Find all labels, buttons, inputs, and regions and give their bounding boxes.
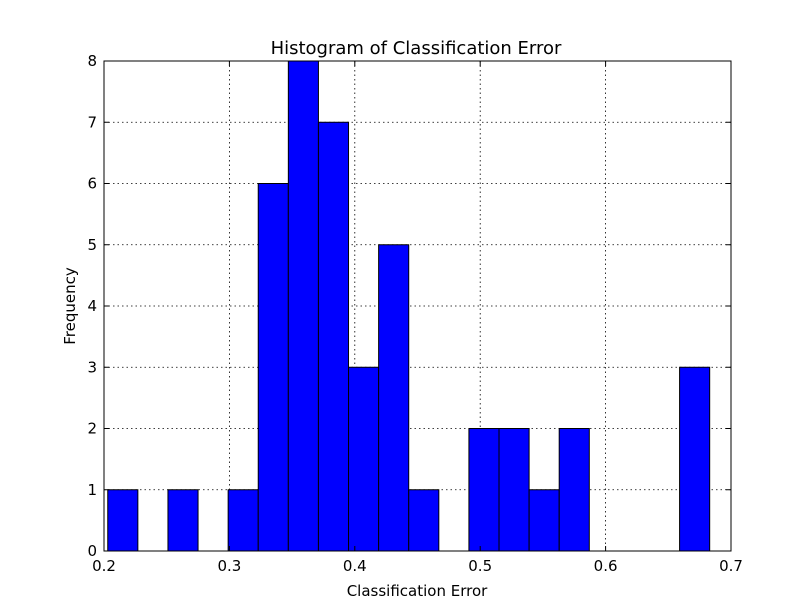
x-tick-label: 0.4 xyxy=(343,557,367,575)
bars-group xyxy=(107,60,711,552)
x-tick-label: 0.5 xyxy=(468,557,492,575)
y-tick-label: 6 xyxy=(87,175,97,193)
histogram-bar xyxy=(679,366,711,552)
y-tick-label: 4 xyxy=(87,297,97,315)
x-tick-labels: 0.2 0.3 0.4 0.5 0.6 0.7 xyxy=(92,557,743,575)
histogram-bar xyxy=(558,428,590,552)
x-tick-label: 0.3 xyxy=(217,557,241,575)
histogram-bar xyxy=(408,489,440,552)
y-tick-label: 1 xyxy=(87,481,97,499)
histogram-bar xyxy=(227,489,259,552)
histogram-bar xyxy=(287,60,319,552)
y-tick-labels: 0 1 2 3 4 5 6 7 8 xyxy=(87,52,97,560)
y-tick-label: 8 xyxy=(87,52,97,70)
histogram-bar xyxy=(107,489,139,552)
histogram-bar xyxy=(528,489,560,552)
chart-title: Histogram of Classification Error xyxy=(271,38,562,59)
y-tick-label: 2 xyxy=(87,420,97,438)
grid-lines xyxy=(104,61,731,551)
histogram-bar xyxy=(348,366,380,552)
ticks-group xyxy=(103,60,732,552)
histogram-bar xyxy=(378,244,410,552)
histogram-bar xyxy=(468,428,500,552)
x-tick-label: 0.2 xyxy=(92,557,116,575)
y-tick-label: 7 xyxy=(87,113,97,131)
y-tick-label: 3 xyxy=(87,358,97,376)
x-tick-label: 0.6 xyxy=(594,557,618,575)
y-tick-label: 0 xyxy=(87,542,97,560)
histogram-bar xyxy=(317,121,350,552)
y-axis-label: Frequency xyxy=(61,267,79,345)
histogram-bar xyxy=(257,183,289,552)
histogram-bar xyxy=(167,489,199,552)
y-tick-label: 5 xyxy=(87,236,97,254)
x-tick-label: 0.7 xyxy=(719,557,743,575)
histogram-bar xyxy=(498,428,530,552)
x-axis-label: Classification Error xyxy=(347,582,488,600)
plot-frame xyxy=(103,60,732,552)
